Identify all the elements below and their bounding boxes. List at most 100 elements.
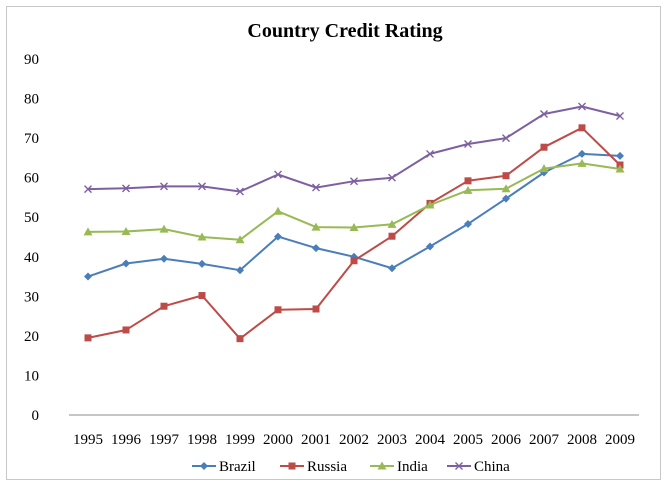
data-point-brazil [236,266,244,275]
data-point-brazil [578,149,586,158]
data-point-india [615,164,625,173]
data-point-russia [274,306,282,314]
data-point-china [274,170,282,179]
data-point-brazil [84,272,92,281]
legend-item-india: India [370,459,428,475]
y-tick-label: 80 [24,92,39,108]
legend: Brazil Russia India China [192,459,510,475]
data-point-brazil [616,151,624,160]
data-point-china [236,187,244,196]
series-brazil [84,149,624,281]
data-point-india [311,222,321,231]
data-point-india [159,224,169,233]
data-point-india [83,227,93,236]
data-point-china [540,109,548,118]
data-point-russia [198,292,206,300]
x-tick-label: 1995 [73,432,103,448]
data-point-russia [122,326,130,334]
x-tick-label: 1998 [187,432,217,448]
data-point-russia [502,172,510,180]
data-point-india [463,185,473,194]
data-point-china [502,134,510,143]
y-tick-label: 10 [24,368,39,384]
legend-item-russia: Russia [280,459,347,475]
data-point-brazil [198,259,206,268]
data-point-china [388,173,396,182]
y-tick-label: 0 [32,408,40,424]
x-axis-tick-labels: 1995 1996 1997 1998 1999 2000 2001 2002 2003 2004… [73,432,635,448]
data-point-brazil [122,259,130,268]
x-tick-label: 2002 [339,432,369,448]
data-point-china [84,185,92,194]
data-point-russia [388,232,396,240]
series-russia [84,124,624,343]
y-tick-label: 50 [24,210,39,226]
data-point-russia [236,335,244,343]
data-point-india [349,223,359,232]
legend-marker [377,461,387,470]
data-point-brazil [464,219,472,228]
series-india [83,158,625,244]
data-point-china [122,184,130,193]
y-tick-label: 40 [24,250,39,266]
data-point-india [539,164,549,173]
legend-label: China [474,459,510,475]
data-point-russia [84,334,92,342]
y-tick-label: 90 [24,52,39,68]
data-point-china [312,183,320,192]
data-point-india [387,219,397,228]
data-point-brazil [274,232,282,241]
data-point-china [160,182,168,191]
data-point-brazil [388,264,396,273]
x-tick-label: 2003 [377,432,407,448]
series-group [83,102,625,343]
x-tick-label: 2008 [567,432,597,448]
data-point-india [121,226,131,235]
y-tick-label: 60 [24,171,39,187]
data-point-india [235,235,245,244]
series-line-russia [87,126,621,340]
data-point-india [577,158,587,167]
legend-item-brazil: Brazil [192,459,256,475]
legend-marker [288,462,296,470]
data-point-china [616,111,624,120]
chart-title: Country Credit Rating [247,20,442,42]
x-tick-label: 1999 [225,432,255,448]
data-point-india [197,232,207,241]
chart-area: Country Credit Rating 0 10 20 30 40 50 60 70 80 9… [6,6,661,480]
legend-item-china: China [447,459,510,475]
y-tick-label: 70 [24,131,39,147]
y-tick-label: 20 [24,329,39,345]
data-point-india [273,206,283,215]
data-point-india [501,184,511,193]
x-tick-label: 2001 [301,432,331,448]
data-point-china [350,177,358,186]
data-point-brazil [160,254,168,263]
data-point-brazil [312,244,320,253]
data-point-russia [350,257,358,265]
data-point-russia [312,305,320,313]
x-tick-label: 1996 [111,432,142,448]
series-china [84,102,624,196]
x-tick-label: 1997 [149,432,180,448]
data-point-russia [540,143,548,151]
data-point-russia [464,177,472,185]
data-point-china [198,182,206,191]
y-axis-tick-labels: 0 10 20 30 40 50 60 70 80 90 [24,52,39,424]
data-point-russia [160,302,168,310]
data-point-china [464,140,472,149]
x-tick-label: 2004 [415,432,446,448]
x-tick-label: 2000 [263,432,293,448]
x-tick-label: 2005 [453,432,483,448]
data-point-russia [578,124,586,132]
x-tick-label: 2007 [529,432,560,448]
legend-label: Brazil [219,459,256,475]
x-tick-label: 2006 [491,432,522,448]
legend-marker [455,462,463,470]
y-tick-label: 30 [24,289,39,305]
data-point-brazil [502,194,510,203]
data-point-china [578,102,586,111]
data-point-brazil [426,242,434,251]
legend-marker [200,462,208,470]
x-tick-label: 2009 [605,432,635,448]
